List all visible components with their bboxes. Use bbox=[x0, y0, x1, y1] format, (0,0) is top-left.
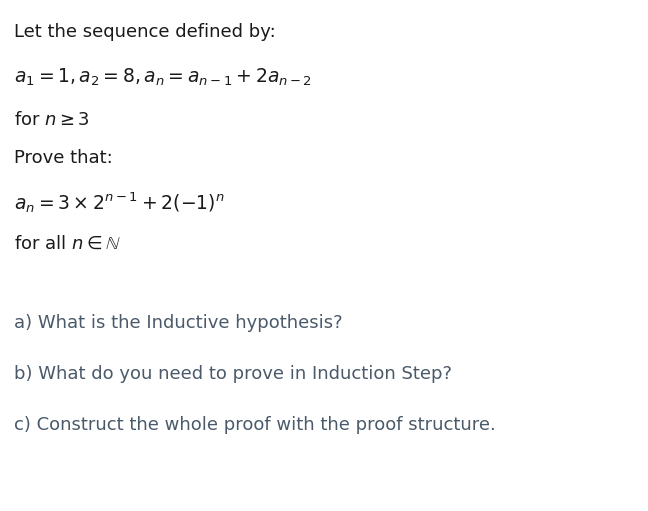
Text: Let the sequence defined by:: Let the sequence defined by: bbox=[14, 22, 276, 41]
Text: for $n \geq 3$: for $n \geq 3$ bbox=[14, 110, 90, 129]
Text: c) Construct the whole proof with the proof structure.: c) Construct the whole proof with the pr… bbox=[14, 416, 496, 434]
Text: for all $n \in \mathbb{N}$: for all $n \in \mathbb{N}$ bbox=[14, 235, 121, 253]
Text: Prove that:: Prove that: bbox=[14, 149, 113, 168]
Text: a) What is the Inductive hypothesis?: a) What is the Inductive hypothesis? bbox=[14, 314, 343, 332]
Text: $a_1 = 1, a_2 = 8, a_n = a_{n-1} + 2a_{n-2}$: $a_1 = 1, a_2 = 8, a_n = a_{n-1} + 2a_{n… bbox=[14, 67, 312, 88]
Text: $a_n = 3 \times 2^{n-1} + 2(-1)^n$: $a_n = 3 \times 2^{n-1} + 2(-1)^n$ bbox=[14, 190, 225, 215]
Text: b) What do you need to prove in Induction Step?: b) What do you need to prove in Inductio… bbox=[14, 365, 452, 383]
